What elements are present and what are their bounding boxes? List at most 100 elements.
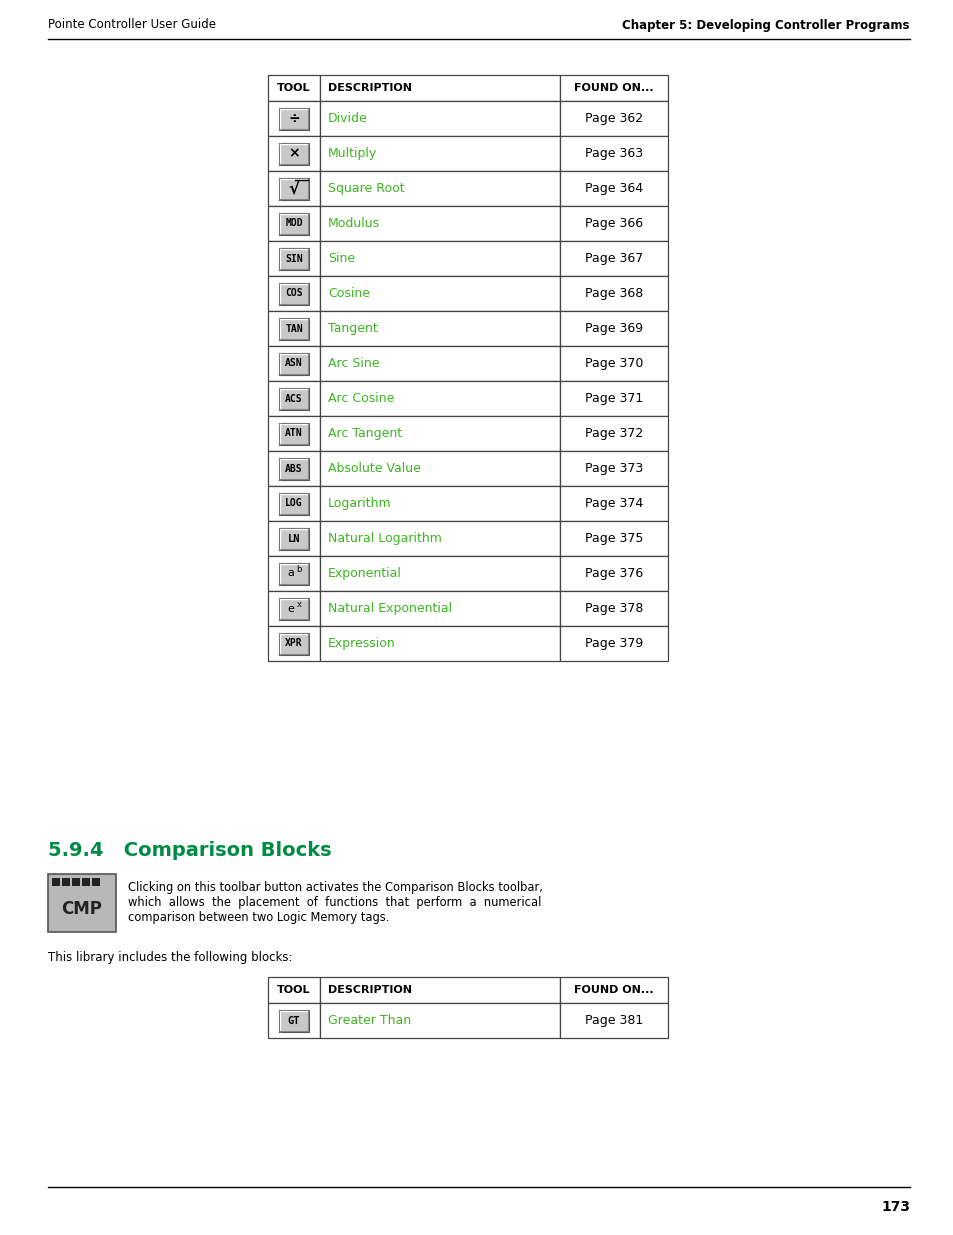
Text: Square Root: Square Root: [328, 182, 404, 195]
Bar: [559, 451, 667, 487]
Bar: [268, 592, 319, 626]
Text: Logarithm: Logarithm: [328, 496, 392, 510]
Bar: [559, 626, 667, 661]
Text: Chapter 5: Developing Controller Programs: Chapter 5: Developing Controller Program…: [622, 19, 909, 32]
Text: LN: LN: [288, 534, 300, 543]
Bar: [268, 170, 319, 206]
Bar: [559, 1003, 667, 1037]
Bar: [319, 382, 559, 416]
Text: TAN: TAN: [285, 324, 302, 333]
Bar: [319, 136, 559, 170]
Text: FOUND ON...: FOUND ON...: [574, 986, 653, 995]
Text: Natural Logarithm: Natural Logarithm: [328, 532, 441, 545]
Bar: [319, 346, 559, 382]
Bar: [559, 75, 667, 101]
Bar: [319, 1003, 559, 1037]
Text: which  allows  the  placement  of  functions  that  perform  a  numerical: which allows the placement of functions …: [128, 897, 540, 909]
Bar: [278, 283, 309, 305]
Bar: [278, 352, 309, 374]
Text: Arc Cosine: Arc Cosine: [328, 391, 394, 405]
Text: Page 379: Page 379: [584, 637, 642, 650]
Text: Arc Sine: Arc Sine: [328, 357, 379, 370]
Bar: [319, 487, 559, 521]
Bar: [559, 311, 667, 346]
Text: TOOL: TOOL: [277, 986, 311, 995]
Text: Absolute Value: Absolute Value: [328, 462, 420, 475]
Bar: [268, 346, 319, 382]
Text: Multiply: Multiply: [328, 147, 376, 161]
Text: DESCRIPTION: DESCRIPTION: [328, 986, 412, 995]
Bar: [278, 107, 309, 130]
Bar: [559, 487, 667, 521]
Text: ASN: ASN: [285, 358, 302, 368]
Text: ATN: ATN: [285, 429, 302, 438]
Text: Page 372: Page 372: [584, 427, 642, 440]
Bar: [268, 382, 319, 416]
Text: This library includes the following blocks:: This library includes the following bloc…: [48, 951, 293, 963]
Text: Cosine: Cosine: [328, 287, 370, 300]
Bar: [319, 626, 559, 661]
Bar: [48, 874, 116, 932]
Bar: [278, 493, 309, 515]
Bar: [268, 275, 319, 311]
Text: Modulus: Modulus: [328, 217, 379, 230]
Text: Page 381: Page 381: [584, 1014, 642, 1028]
Bar: [268, 101, 319, 136]
Bar: [319, 977, 559, 1003]
Text: ÷: ÷: [288, 111, 299, 126]
Bar: [278, 178, 309, 200]
Bar: [559, 241, 667, 275]
Bar: [268, 136, 319, 170]
Bar: [559, 977, 667, 1003]
Text: CMP: CMP: [62, 900, 102, 918]
Text: Page 373: Page 373: [584, 462, 642, 475]
Text: Page 376: Page 376: [584, 567, 642, 580]
Bar: [319, 592, 559, 626]
Bar: [268, 977, 319, 1003]
Bar: [278, 317, 309, 340]
Text: Clicking on this toolbar button activates the Comparison Blocks toolbar,: Clicking on this toolbar button activate…: [128, 881, 542, 894]
Bar: [268, 521, 319, 556]
Bar: [278, 562, 309, 584]
Text: a: a: [287, 568, 294, 578]
Text: x: x: [296, 600, 301, 609]
Text: ACS: ACS: [285, 394, 302, 404]
Bar: [268, 311, 319, 346]
Bar: [559, 275, 667, 311]
Bar: [559, 592, 667, 626]
Bar: [319, 241, 559, 275]
Bar: [71, 878, 80, 885]
Text: Page 367: Page 367: [584, 252, 642, 266]
Bar: [278, 247, 309, 269]
Text: Page 366: Page 366: [584, 217, 642, 230]
Text: Divide: Divide: [328, 112, 367, 125]
Bar: [319, 521, 559, 556]
Text: MOD: MOD: [285, 219, 302, 228]
Bar: [268, 487, 319, 521]
Bar: [319, 75, 559, 101]
Bar: [268, 626, 319, 661]
Text: Natural Exponential: Natural Exponential: [328, 601, 452, 615]
Bar: [559, 170, 667, 206]
Bar: [559, 556, 667, 592]
Bar: [278, 1009, 309, 1031]
Text: Pointe Controller User Guide: Pointe Controller User Guide: [48, 19, 215, 32]
Text: Sine: Sine: [328, 252, 355, 266]
Bar: [319, 206, 559, 241]
Text: 5.9.4   Comparison Blocks: 5.9.4 Comparison Blocks: [48, 841, 332, 860]
Bar: [278, 142, 309, 164]
Bar: [268, 241, 319, 275]
Bar: [91, 878, 100, 885]
Bar: [278, 632, 309, 655]
Text: LOG: LOG: [285, 499, 302, 509]
Bar: [319, 170, 559, 206]
Text: √: √: [288, 179, 299, 198]
Bar: [278, 457, 309, 479]
Bar: [319, 416, 559, 451]
Bar: [319, 275, 559, 311]
Bar: [319, 451, 559, 487]
Text: Page 371: Page 371: [584, 391, 642, 405]
Bar: [278, 212, 309, 235]
Bar: [559, 346, 667, 382]
Text: Exponential: Exponential: [328, 567, 401, 580]
